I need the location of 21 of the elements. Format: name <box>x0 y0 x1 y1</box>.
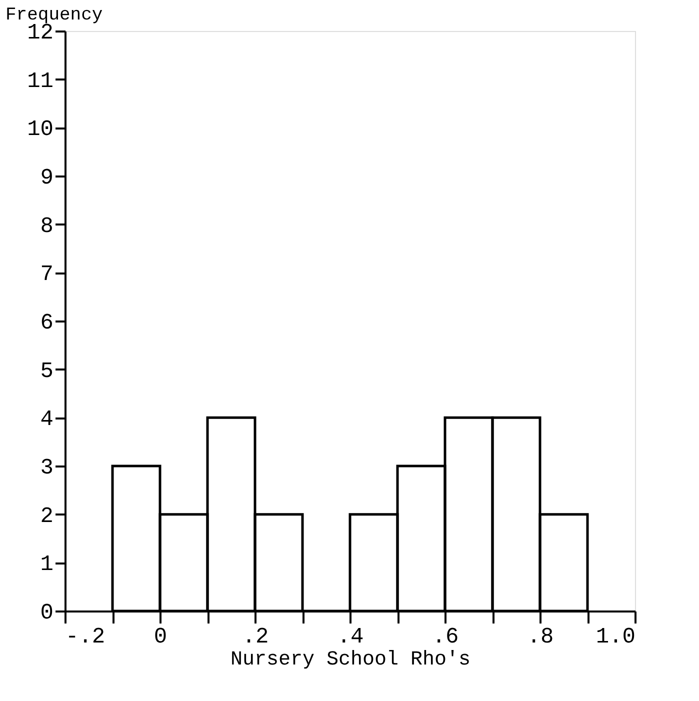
y-tick-label: 8 <box>40 214 54 239</box>
x-tick-label: -.2 <box>66 624 106 650</box>
y-tick-label: 7 <box>40 262 54 288</box>
x-tick-label: .2 <box>242 624 269 650</box>
y-tick-label: 4 <box>40 407 54 432</box>
y-tick-label: 11 <box>27 68 54 94</box>
x-tick-label: .8 <box>527 624 554 650</box>
y-tick-label: 12 <box>27 20 54 46</box>
x-tick-label: .6 <box>432 624 459 650</box>
x-tick-label: 0 <box>154 624 168 650</box>
y-tick-label: 3 <box>40 456 54 480</box>
y-tick-label: 5 <box>40 358 54 384</box>
y-tick-label: 10 <box>27 117 54 142</box>
y-tick-label: 2 <box>40 504 54 529</box>
x-axis-title: Nursery School Rho's <box>230 648 471 672</box>
x-tick-label: .4 <box>337 624 364 650</box>
y-tick-label: 1 <box>40 552 54 578</box>
y-tick-label: 6 <box>40 310 54 336</box>
x-tick-label: 1.0 <box>596 624 636 650</box>
y-tick-label: 9 <box>40 166 54 190</box>
y-tick-label: 0 <box>40 600 54 626</box>
